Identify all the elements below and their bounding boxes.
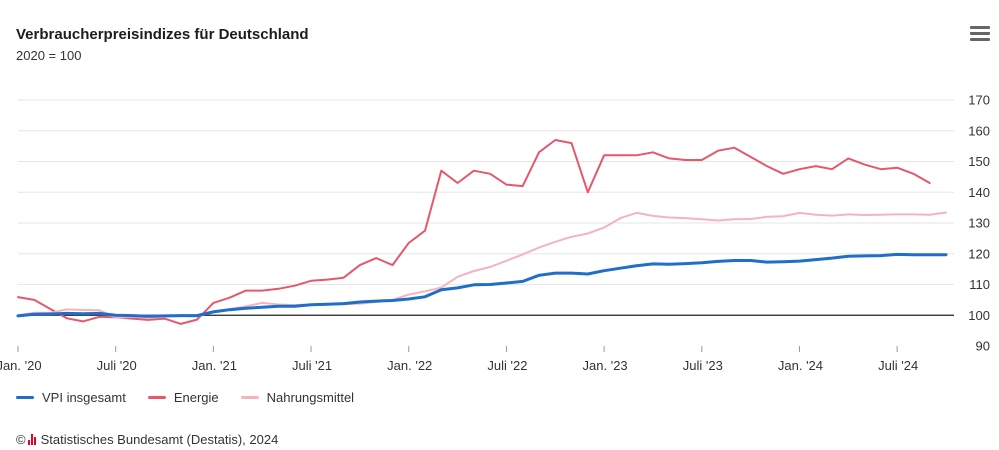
x-tick-label: Jan. '22: [387, 358, 432, 373]
x-tick-label: Jan. '24: [778, 358, 823, 373]
hamburger-menu-icon[interactable]: [970, 26, 990, 44]
credit: © Statistisches Bundesamt (Destatis), 20…: [16, 432, 278, 447]
legend-swatch: [240, 396, 259, 399]
y-axis: 90 100 110 120 130 140 150 160 170: [968, 93, 990, 354]
menu-bar: [970, 32, 990, 35]
x-tick-label: Jan. '20: [0, 358, 42, 373]
y-tick-label: 170: [968, 93, 990, 108]
chart-subtitle: 2020 = 100: [16, 48, 82, 63]
chart-title: Verbraucherpreisindizes für Deutschland: [16, 26, 309, 43]
y-tick-label: 90: [976, 339, 990, 354]
series-line-energie[interactable]: [17, 139, 931, 325]
legend-swatch: [16, 396, 34, 399]
series-line-nahrungsmittel[interactable]: [17, 211, 947, 319]
legend-label: Nahrungsmittel: [266, 390, 355, 405]
x-axis: Jan. '20 Juli '20 Jan. '21 Juli '21 Jan. '22…: [0, 346, 918, 373]
menu-bar: [970, 38, 990, 41]
menu-bar: [970, 26, 990, 29]
legend: VPI insgesamt Energie Nahrungsmittel: [16, 390, 376, 405]
x-tick-label: Juli '21: [292, 358, 332, 373]
legend-item-energie[interactable]: Energie: [147, 390, 219, 405]
y-tick-label: 160: [968, 123, 990, 138]
line-chart: 90 100 110 120 130 140 150 160 170 Jan. '20 Juli …: [0, 93, 990, 374]
series-line-vpi-insgesamt[interactable]: [16, 252, 948, 318]
x-tick-label: Juli '23: [683, 358, 723, 373]
destatis-logo-icon: [27, 434, 37, 445]
x-tick-label: Juli '22: [487, 358, 527, 373]
y-tick-label: 130: [968, 216, 990, 231]
x-tick-label: Jan. '23: [583, 358, 628, 373]
legend-item-vpi-insgesamt[interactable]: VPI insgesamt: [16, 390, 126, 405]
x-tick-label: Jan. '21: [192, 358, 237, 373]
legend-swatch: [147, 396, 166, 399]
gridlines: [18, 99, 954, 316]
y-tick-label: 120: [968, 246, 990, 261]
legend-label: Energie: [173, 390, 219, 405]
legend-item-nahrungsmittel[interactable]: Nahrungsmittel: [240, 390, 355, 405]
legend-label: VPI insgesamt: [42, 390, 126, 405]
x-tick-label: Juli '20: [97, 358, 137, 373]
y-tick-label: 140: [968, 185, 990, 200]
x-tick-label: Juli '24: [878, 358, 918, 373]
credit-text: Statistisches Bundesamt (Destatis), 2024: [40, 432, 279, 447]
y-tick-label: 110: [969, 277, 990, 292]
copyright-symbol: ©: [16, 432, 26, 447]
y-tick-label: 100: [968, 308, 990, 323]
series-lines: [16, 139, 948, 325]
y-tick-label: 150: [968, 154, 990, 169]
